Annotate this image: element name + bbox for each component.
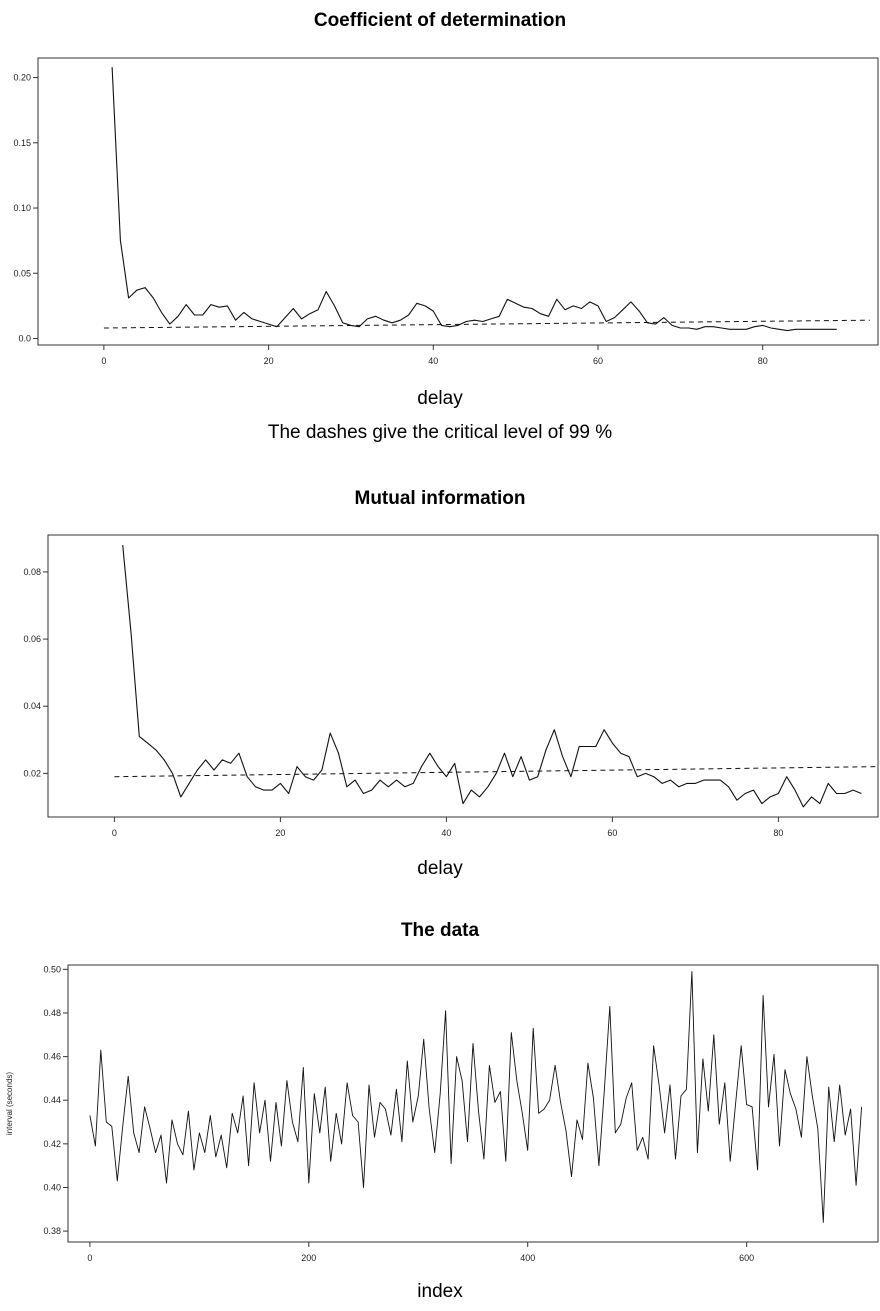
y-tick-label: 0.44	[43, 1095, 61, 1105]
critical-level-dashed-line	[114, 766, 879, 778]
plot-frame	[67, 964, 879, 1243]
y-tick-label: 0.50	[43, 964, 61, 974]
x-tick-label: 60	[593, 356, 603, 366]
y-tick-label: 0.05	[13, 268, 31, 278]
y-tick-label: 0.38	[43, 1226, 61, 1236]
coefficient-of-determination-chart: 0 20 40 60 80 0.0 0.05 0.10 0.15 0.20	[13, 57, 879, 366]
series-line	[111, 67, 837, 332]
series-line	[122, 545, 862, 808]
x-tick-label: 0	[101, 356, 106, 366]
chart-caption-critical-level: The dashes give the critical level of 99…	[267, 422, 613, 443]
plot-frame	[37, 57, 879, 346]
x-tick-label: 200	[301, 1253, 316, 1263]
critical-level-dashed-line	[103, 319, 870, 329]
x-tick-label: 0	[112, 828, 117, 838]
y-tick-label: 0.10	[13, 203, 31, 213]
y-tick-label: 0.02	[23, 768, 41, 778]
x-axis-label-index: index	[417, 1281, 463, 1302]
y-tick-label: 0.0	[18, 333, 31, 343]
x-tick-label: 80	[773, 828, 783, 838]
x-tick-label: 40	[441, 828, 451, 838]
x-tick-label: 400	[520, 1253, 535, 1263]
x-tick-label: 20	[264, 356, 274, 366]
x-tick-label: 40	[428, 356, 438, 366]
plot-frame	[47, 534, 879, 818]
series-line	[89, 971, 863, 1223]
y-tick-label: 0.06	[23, 634, 41, 644]
x-tick-label: 0	[87, 1253, 92, 1263]
chart-title-the-data: The data	[400, 920, 480, 941]
y-tick-label: 0.04	[23, 701, 41, 711]
x-tick-label: 80	[758, 356, 768, 366]
x-tick-label: 20	[275, 828, 285, 838]
y-tick-label: 0.48	[43, 1008, 61, 1018]
y-tick-label: 0.42	[43, 1139, 61, 1149]
x-axis-label-delay: delay	[417, 388, 463, 409]
y-axis-label: interval (seconds)	[5, 1072, 14, 1135]
chart-title-mutual-information: Mutual information	[354, 488, 526, 509]
y-tick-label: 0.40	[43, 1182, 61, 1192]
the-data-chart: 0 200 400 600 0.38 0.40 0.42 0.44 0.46 0.48 0.50 in…	[5, 964, 879, 1263]
y-tick-label: 0.08	[23, 567, 41, 577]
chart-title-coefficient-of-determination: Coefficient of determination	[313, 10, 567, 31]
x-tick-label: 60	[607, 828, 617, 838]
mutual-information-chart: 0 20 40 60 80 0.02 0.04 0.06 0.08	[23, 534, 879, 838]
y-tick-label: 0.15	[13, 138, 31, 148]
y-tick-label: 0.20	[13, 73, 31, 83]
y-tick-label: 0.46	[43, 1052, 61, 1062]
x-axis-label-delay-2: delay	[417, 858, 463, 879]
x-tick-label: 600	[739, 1253, 754, 1263]
